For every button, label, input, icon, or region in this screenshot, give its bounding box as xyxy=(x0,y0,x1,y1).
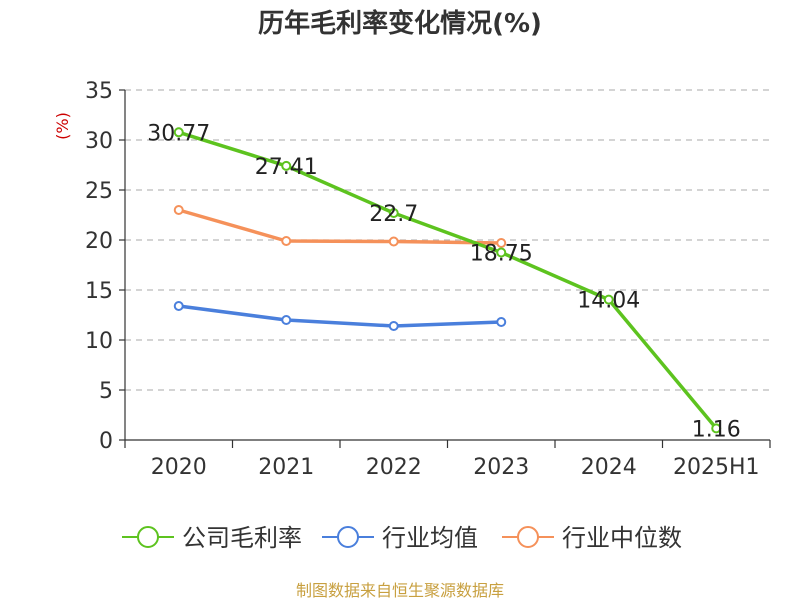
x-tick-label: 2022 xyxy=(366,455,422,480)
data-point xyxy=(281,236,292,246)
x-tick-label: 2025H1 xyxy=(673,455,760,480)
data-point xyxy=(281,160,292,171)
x-tick-label: 2021 xyxy=(258,455,314,480)
legend-label: 行业均值 xyxy=(382,524,478,552)
data-point xyxy=(496,247,507,258)
data-point xyxy=(388,236,399,247)
data-label: 30.77 xyxy=(147,121,210,146)
data-point xyxy=(496,317,507,327)
data-point xyxy=(173,301,184,311)
x-tick-label: 2024 xyxy=(581,455,637,480)
x-tick-label: 2020 xyxy=(151,455,207,480)
data-label: 18.75 xyxy=(470,242,533,267)
legend-marker xyxy=(337,526,359,548)
y-tick-label: 10 xyxy=(85,329,113,354)
data-point xyxy=(496,238,507,248)
legend-label: 公司毛利率 xyxy=(182,524,302,552)
y-tick-label: 20 xyxy=(85,229,113,254)
series xyxy=(173,127,722,434)
y-tick-label: 0 xyxy=(99,429,113,454)
legend-marker xyxy=(517,526,539,548)
data-label: 14.04 xyxy=(577,289,640,314)
legend-label: 行业中位数 xyxy=(562,524,682,552)
y-tick-label: 35 xyxy=(85,79,113,104)
data-label: 22.7 xyxy=(369,202,418,227)
data-point xyxy=(603,294,614,305)
y-tick-label: 25 xyxy=(85,179,113,204)
y-tick-label: 5 xyxy=(99,379,113,404)
data-point xyxy=(711,423,722,434)
legend-marker xyxy=(137,526,159,548)
chart-title: 历年毛利率变化情况(%) xyxy=(258,8,542,39)
x-tick-label: 2023 xyxy=(473,455,529,480)
data-label: 1.16 xyxy=(692,417,741,442)
legend: 公司毛利率 行业均值 行业中位数 xyxy=(122,524,682,552)
grid-lines xyxy=(125,89,770,391)
series-line xyxy=(178,304,502,328)
data-point xyxy=(173,127,184,138)
series-line xyxy=(178,130,718,430)
data-point xyxy=(388,321,399,331)
y-tick-label: 30 xyxy=(85,129,113,154)
data-label: 27.41 xyxy=(255,155,318,180)
data-point xyxy=(388,208,399,218)
data-point xyxy=(281,315,292,325)
data-labels: 30.77 27.41 22.7 18.75 14.04 1.16 xyxy=(147,121,740,442)
series-line xyxy=(178,208,502,245)
y-axis-unit: (%) xyxy=(53,112,72,140)
source-note: 制图数据来自恒生聚源数据库 xyxy=(296,581,504,600)
data-point xyxy=(173,205,184,215)
y-tick-label: 15 xyxy=(85,279,113,304)
axes: 0 5 10 15 20 25 30 35 2020 2021 2022 2023 2024 2025H1 xyxy=(85,79,771,480)
